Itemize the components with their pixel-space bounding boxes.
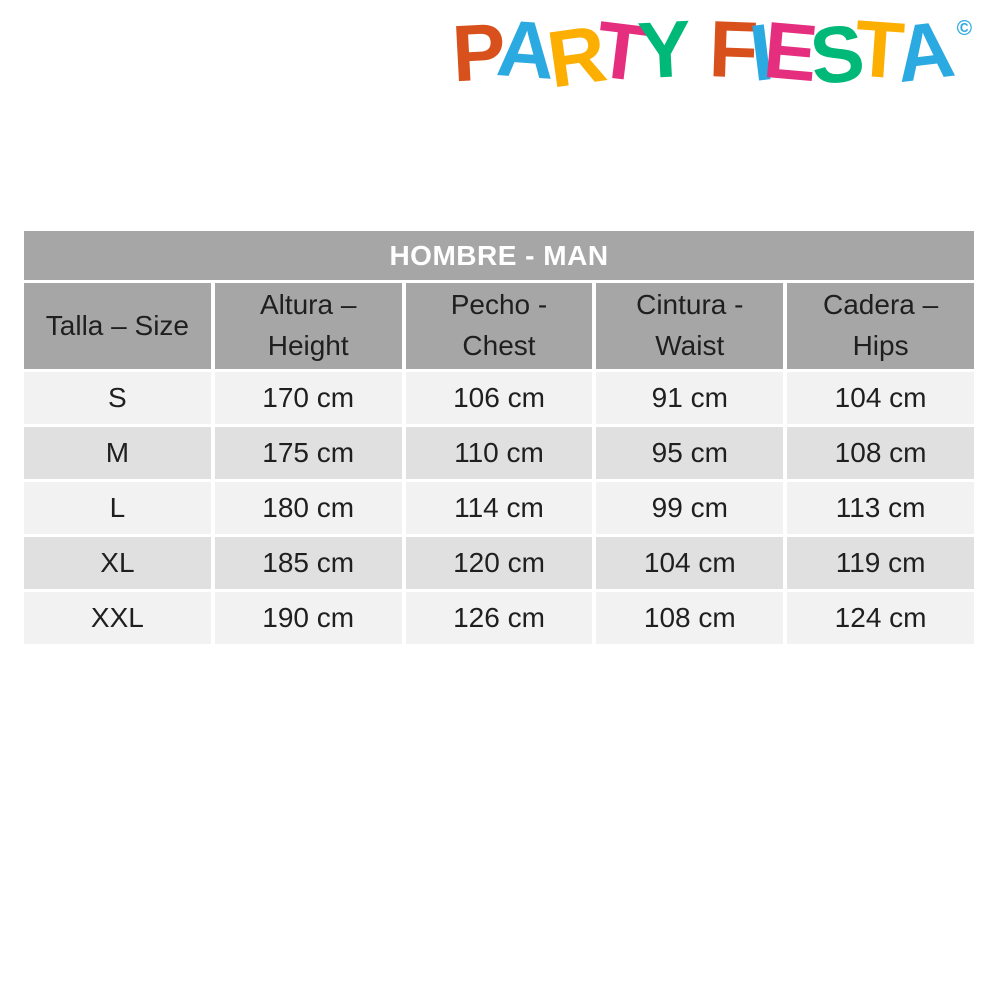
table-row: XL 185 cm 120 cm 104 cm 119 cm — [24, 537, 974, 589]
table-title: HOMBRE - MAN — [24, 231, 974, 280]
table-row: XXL 190 cm 126 cm 108 cm 124 cm — [24, 592, 974, 644]
logo-letter: Y — [635, 3, 694, 96]
size-cell: XXL — [24, 592, 211, 644]
measurement-cell: 180 cm — [214, 482, 402, 534]
measurement-cell: 126 cm — [405, 592, 593, 644]
table-head: HOMBRE - MAN Talla – Size Altura – Height… — [24, 231, 974, 369]
table-columns-row: Talla – Size Altura – Height Pecho - Chest… — [24, 283, 974, 369]
size-cell: M — [24, 427, 211, 479]
measurement-cell: 120 cm — [405, 537, 593, 589]
size-table: HOMBRE - MAN Talla – Size Altura – Height… — [20, 228, 978, 647]
logo-letter: A — [890, 3, 960, 100]
measurement-cell: 91 cm — [596, 372, 784, 424]
column-header-2: Pecho - Chest — [405, 283, 593, 369]
measurement-cell: 104 cm — [596, 537, 784, 589]
copyright-icon: © — [956, 17, 973, 40]
measurement-cell: 114 cm — [405, 482, 593, 534]
table-title-row: HOMBRE - MAN — [24, 231, 974, 280]
table-row: S 170 cm 106 cm 91 cm 104 cm — [24, 372, 974, 424]
measurement-cell: 95 cm — [596, 427, 784, 479]
measurement-cell: 170 cm — [214, 372, 402, 424]
measurement-cell: 110 cm — [405, 427, 593, 479]
measurement-cell: 185 cm — [214, 537, 402, 589]
measurement-cell: 113 cm — [787, 482, 974, 534]
measurement-cell: 106 cm — [405, 372, 593, 424]
measurement-cell: 175 cm — [214, 427, 402, 479]
table-body: S 170 cm 106 cm 91 cm 104 cm M 175 cm 110 cm 95 … — [24, 372, 974, 644]
party-fiesta-logo: P A R T Y F I E S T A © — [450, 3, 973, 110]
measurement-cell: 119 cm — [787, 537, 974, 589]
size-chart: HOMBRE - MAN Talla – Size Altura – Height… — [20, 228, 978, 647]
measurement-cell: 108 cm — [787, 427, 974, 479]
column-header-0: Talla – Size — [24, 283, 211, 369]
table-row: L 180 cm 114 cm 99 cm 113 cm — [24, 482, 974, 534]
size-cell: S — [24, 372, 211, 424]
table-row: M 175 cm 110 cm 95 cm 108 cm — [24, 427, 974, 479]
measurement-cell: 104 cm — [787, 372, 974, 424]
measurement-cell: 190 cm — [214, 592, 402, 644]
measurement-cell: 124 cm — [787, 592, 974, 644]
size-cell: XL — [24, 537, 211, 589]
measurement-cell: 108 cm — [596, 592, 784, 644]
size-cell: L — [24, 482, 211, 534]
column-header-4: Cadera – Hips — [787, 283, 974, 369]
column-header-3: Cintura - Waist — [596, 283, 784, 369]
measurement-cell: 99 cm — [596, 482, 784, 534]
column-header-1: Altura – Height — [214, 283, 402, 369]
